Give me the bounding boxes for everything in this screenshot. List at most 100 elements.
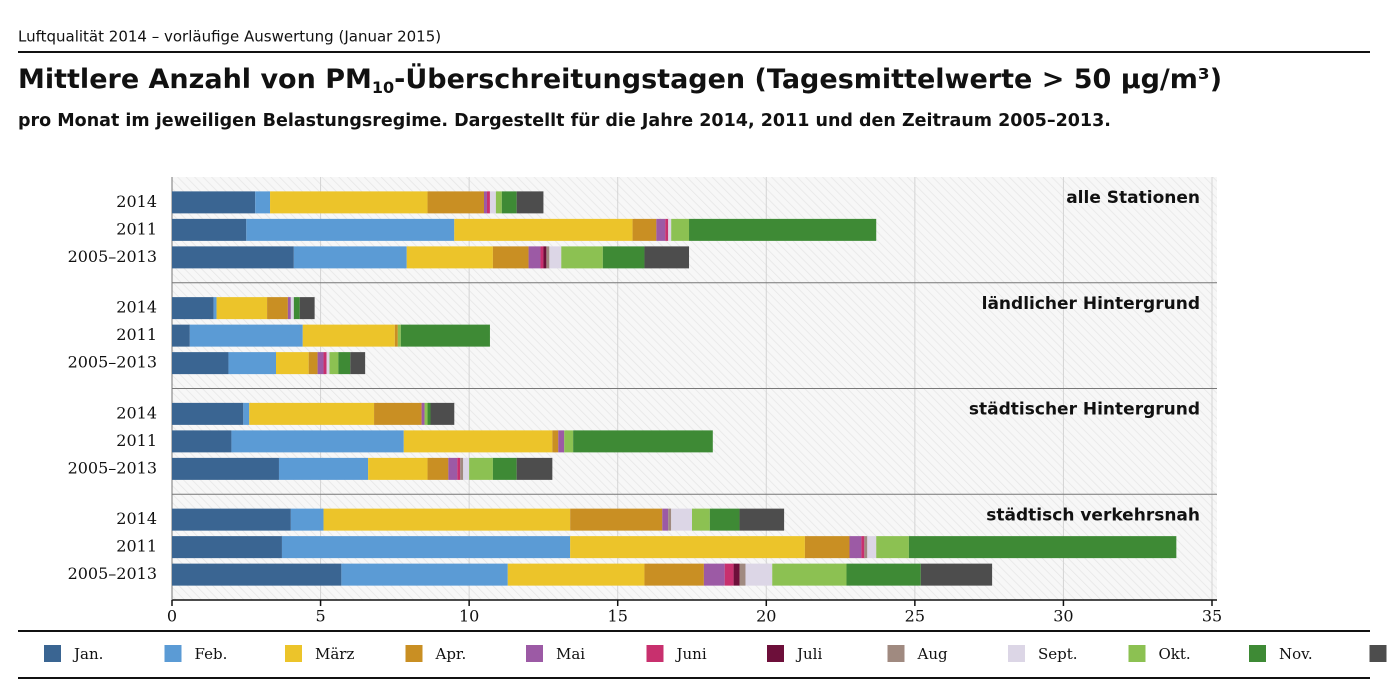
legend-label: Aug: [917, 645, 948, 663]
bar-segment: [299, 297, 315, 320]
bar-segment: [668, 508, 672, 531]
bar-segment: [570, 536, 805, 559]
bar-segment: [448, 457, 458, 480]
legend-swatch: [1249, 645, 1266, 662]
bar-segment: [457, 457, 461, 480]
bar-segment: [172, 324, 190, 347]
x-tick-label: 0: [167, 607, 177, 626]
bar-segment: [374, 402, 422, 425]
bar-segment: [276, 352, 309, 375]
y-tick-label: 2005–2013: [68, 353, 157, 372]
y-tick-label: 2014: [116, 192, 157, 211]
bar-segment: [406, 246, 493, 269]
legend-label: März: [315, 645, 354, 663]
bar-segment: [549, 246, 562, 269]
bar-segment: [552, 430, 559, 453]
legend-label: Mai: [556, 645, 585, 663]
legend-label: Apr.: [435, 645, 467, 663]
legend-swatch: [1369, 645, 1387, 662]
bar-segment: [709, 508, 740, 531]
legend-swatch: [646, 645, 664, 662]
title-subscript: 10: [372, 78, 394, 97]
bar-segment: [665, 218, 669, 241]
bar-segment: [172, 352, 229, 375]
bar-segment: [281, 536, 571, 559]
title-part: Mittlere Anzahl von PM: [18, 64, 372, 95]
legend-label: Sept.: [1038, 645, 1078, 663]
bar-segment: [668, 218, 672, 241]
bar-segment: [397, 324, 401, 347]
bar-segment: [341, 563, 508, 586]
bar-segment: [267, 297, 288, 320]
bar-segment: [323, 508, 571, 531]
bar-segment: [804, 536, 850, 559]
bar-segment: [424, 402, 428, 425]
bar-segment: [772, 563, 847, 586]
bar-segment: [632, 218, 657, 241]
bar-segment: [739, 563, 746, 586]
subtitle: pro Monat im jeweiligen Belastungsregime…: [18, 111, 1111, 131]
bar-segment: [573, 430, 713, 453]
bar-segment: [486, 191, 490, 214]
x-tick-label: 30: [1053, 607, 1073, 626]
bar-segment: [849, 536, 862, 559]
bar-segment: [189, 324, 303, 347]
bar-segment: [368, 457, 428, 480]
bar-segment: [460, 457, 464, 480]
bar-segment: [540, 246, 544, 269]
bar-segment: [495, 191, 502, 214]
bar-segment: [172, 457, 279, 480]
bar-segment: [561, 246, 603, 269]
bar-segment: [403, 430, 553, 453]
bar-segment: [724, 563, 734, 586]
title-part: -Überschreitungstagen (Tagesmittelwerte …: [394, 62, 1222, 95]
bar-segment: [864, 536, 868, 559]
bar-segment: [908, 536, 1177, 559]
y-tick-label: 2014: [116, 403, 157, 422]
bar-segment: [543, 246, 547, 269]
bar-segment: [172, 191, 256, 214]
legend-label: Jan.: [72, 645, 103, 663]
bar-segment: [270, 191, 428, 214]
bar-segment: [703, 563, 725, 586]
bar-segment: [329, 352, 339, 375]
bar-segment: [745, 563, 773, 586]
bar-segment: [558, 430, 565, 453]
legend-label: Juli: [795, 645, 822, 663]
legend-swatch: [285, 645, 302, 662]
bar-segment: [469, 457, 493, 480]
panel-label: städtisch verkehrsnah: [986, 505, 1200, 525]
bar-segment: [317, 352, 324, 375]
bar-segment: [293, 246, 407, 269]
bar-segment: [516, 457, 553, 480]
bar-segment: [671, 218, 690, 241]
x-tick-label: 10: [459, 607, 479, 626]
bar-segment: [290, 297, 294, 320]
bar-segment: [249, 402, 375, 425]
legend-label: Juni: [675, 645, 707, 663]
bar-segment: [733, 563, 740, 586]
bar-segment: [172, 563, 342, 586]
bar-segment: [278, 457, 369, 480]
bar-segment: [656, 218, 666, 241]
bar-segment: [876, 536, 909, 559]
bar-segment: [243, 402, 250, 425]
panel-label: ländlicher Hintergrund: [982, 294, 1200, 314]
legend-label: Okt.: [1159, 645, 1191, 663]
bar-segment: [501, 191, 517, 214]
bar-segment: [463, 457, 470, 480]
bar-segment: [394, 324, 398, 347]
bar-segment: [427, 457, 449, 480]
y-tick-label: 2014: [116, 298, 157, 317]
x-tick-label: 20: [756, 607, 776, 626]
y-tick-label: 2005–2013: [68, 564, 157, 583]
bar-segment: [172, 430, 232, 453]
bar-segment: [172, 508, 291, 531]
bar-segment: [602, 246, 645, 269]
bar-segment: [427, 191, 484, 214]
panel-label: städtischer Hintergrund: [969, 400, 1200, 420]
bar-segment: [290, 508, 324, 531]
bar-segment: [172, 218, 247, 241]
x-tick-label: 25: [905, 607, 925, 626]
